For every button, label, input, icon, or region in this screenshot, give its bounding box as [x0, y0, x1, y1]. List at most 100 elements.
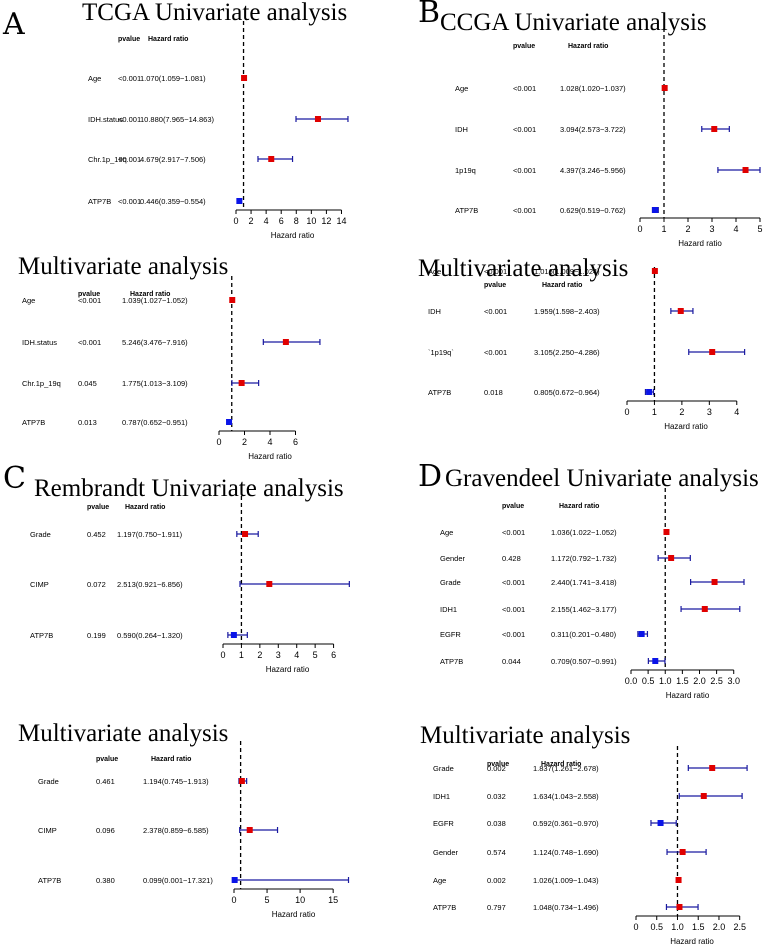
row-pvalue: 0.013 [78, 418, 97, 427]
row-hazard-ratio: 0.805(0.672−0.964) [534, 388, 600, 397]
row-pvalue: 0.002 [487, 764, 506, 773]
x-tick-label: 6 [293, 437, 298, 447]
panel-title: TCGA Univariate analysis [82, 0, 347, 26]
pvalue-header: pvalue [484, 282, 506, 289]
hr-point [238, 778, 245, 784]
row-label: ATP7B [22, 418, 45, 427]
x-tick-label: 4 [267, 437, 272, 447]
row-pvalue: <0.001 [502, 630, 525, 639]
x-tick-label: 4 [733, 224, 738, 234]
x-tick-label: 5 [757, 224, 762, 234]
row-hazard-ratio: 1.016(1.009−1.024) [534, 267, 600, 276]
row-pvalue: <0.001 [502, 578, 525, 587]
hr-point [226, 419, 233, 425]
x-axis-label: Hazard ratio [271, 231, 315, 240]
pvalue-header: pvalue [87, 504, 109, 511]
hr-point [229, 297, 236, 303]
panel-title: CCGA Univariate analysis [440, 9, 707, 36]
x-tick-label: 3 [707, 407, 712, 417]
row-label: Grade [440, 578, 461, 587]
x-tick-label: 1.0 [659, 676, 672, 686]
row-pvalue: <0.001 [78, 296, 101, 305]
row-hazard-ratio: 1.775(1.013−3.109) [122, 379, 188, 388]
hazard-ratio-header: Hazard ratio [541, 761, 581, 768]
row-hazard-ratio: 0.592(0.361−0.970) [533, 819, 599, 828]
row-label: ATP7B [38, 876, 61, 885]
row-pvalue: <0.001 [118, 197, 141, 206]
hr-point [651, 268, 658, 274]
row-pvalue: 0.044 [502, 657, 521, 666]
row-pvalue: 0.574 [487, 848, 506, 857]
hr-point [230, 632, 237, 638]
hazard-ratio-header: Hazard ratio [151, 756, 191, 763]
x-tick-label: 1.5 [692, 922, 705, 932]
row-label: IDH [428, 307, 441, 316]
row-pvalue: <0.001 [118, 74, 141, 83]
row-label: IDH.status [22, 338, 57, 347]
row-label: Grade [38, 777, 59, 786]
hr-point [668, 555, 675, 561]
x-axis-label: Hazard ratio [248, 452, 292, 461]
panel-title: Gravendeel Univariate analysis [445, 465, 759, 492]
row-label: ATP7B [428, 388, 451, 397]
x-tick-label: 2 [242, 437, 247, 447]
hazard-ratio-header: Hazard ratio [568, 43, 608, 50]
x-axis-label: Hazard ratio [670, 937, 714, 946]
row-label: CIMP [38, 826, 57, 835]
row-hazard-ratio: 1.634(1.043−2.558) [533, 792, 599, 801]
row-hazard-ratio: 0.629(0.519−0.762) [560, 206, 626, 215]
row-pvalue: <0.001 [78, 338, 101, 347]
row-hazard-ratio: 0.787(0.652−0.951) [122, 418, 188, 427]
row-label: Age [433, 876, 446, 885]
row-pvalue: 0.096 [96, 826, 115, 835]
x-axis-label: Hazard ratio [666, 691, 710, 700]
hr-point [709, 349, 716, 355]
hr-point [268, 156, 275, 162]
x-axis-label: Hazard ratio [266, 665, 310, 674]
x-tick-label: 6 [331, 650, 336, 660]
row-pvalue: <0.001 [513, 125, 536, 134]
row-label: IDH1 [433, 792, 450, 801]
hr-point [663, 529, 670, 535]
hr-point [657, 820, 664, 826]
row-hazard-ratio: 2.513(0.921−6.856) [117, 580, 183, 589]
row-hazard-ratio: 3.094(2.573−3.722) [560, 125, 626, 134]
row-label: ATP7B [455, 206, 478, 215]
hazard-ratio-header: Hazard ratio [148, 36, 188, 43]
row-label: 1p19q [455, 166, 476, 175]
row-pvalue: 0.038 [487, 819, 506, 828]
row-label: Chr.1p_19q [22, 379, 61, 388]
row-pvalue: <0.001 [502, 605, 525, 614]
x-tick-label: 10 [295, 895, 305, 905]
x-tick-label: 4 [294, 650, 299, 660]
row-hazard-ratio: 2.440(1.741−3.418) [551, 578, 617, 587]
hr-point [238, 380, 245, 386]
row-pvalue: <0.001 [484, 267, 507, 276]
row-pvalue: 0.199 [87, 631, 106, 640]
row-hazard-ratio: 3.105(2.250−4.286) [534, 348, 600, 357]
hr-point [711, 579, 718, 585]
pvalue-header: pvalue [487, 761, 509, 768]
x-tick-label: 0 [637, 224, 642, 234]
hr-point [652, 207, 659, 213]
hr-point [709, 765, 716, 771]
panel-title: Multivariate analysis [18, 253, 228, 280]
row-hazard-ratio: 4.397(3.246−5.956) [560, 166, 626, 175]
row-label: ATP7B [433, 903, 456, 912]
hr-point [676, 904, 683, 910]
x-tick-label: 4 [734, 407, 739, 417]
hr-point [701, 606, 708, 612]
x-tick-label: 2 [257, 650, 262, 660]
x-tick-label: 14 [336, 216, 346, 226]
row-label: Age [455, 84, 468, 93]
x-axis-label: Hazard ratio [678, 239, 722, 248]
row-label: Age [88, 74, 101, 83]
pvalue-header: pvalue [78, 291, 100, 298]
row-label: Gender [433, 848, 459, 857]
row-hazard-ratio: 1.172(0.792−1.732) [551, 554, 617, 563]
row-label: CIMP [30, 580, 49, 589]
row-label: ATP7B [30, 631, 53, 640]
row-pvalue: 0.032 [487, 792, 506, 801]
row-label: Age [440, 528, 453, 537]
